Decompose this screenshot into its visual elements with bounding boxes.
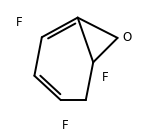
Text: O: O <box>122 31 132 44</box>
Text: F: F <box>16 16 23 29</box>
Text: F: F <box>102 71 109 84</box>
Text: F: F <box>62 119 69 132</box>
